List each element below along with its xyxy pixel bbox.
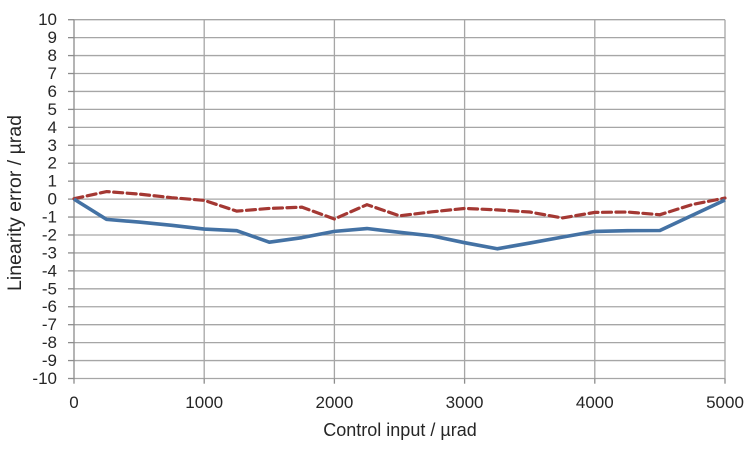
svg-text:5000: 5000	[706, 393, 744, 412]
svg-text:-5: -5	[42, 279, 57, 298]
svg-text:-4: -4	[42, 261, 57, 280]
svg-text:-2: -2	[42, 225, 57, 244]
svg-text:1000: 1000	[185, 393, 223, 412]
svg-text:7: 7	[48, 64, 57, 83]
svg-text:9: 9	[48, 28, 57, 47]
svg-text:0: 0	[48, 190, 57, 209]
svg-text:Control input / µrad: Control input / µrad	[323, 420, 476, 440]
svg-text:4: 4	[48, 118, 57, 137]
svg-text:0: 0	[69, 393, 78, 412]
svg-text:5: 5	[48, 100, 57, 119]
svg-text:-8: -8	[42, 333, 57, 352]
svg-text:Linearity error / µrad: Linearity error / µrad	[4, 115, 26, 291]
svg-text:-1: -1	[42, 208, 57, 227]
svg-text:-6: -6	[42, 297, 57, 316]
svg-text:-3: -3	[42, 243, 57, 262]
svg-text:10: 10	[38, 10, 57, 29]
svg-text:1: 1	[48, 172, 57, 191]
svg-text:-10: -10	[32, 369, 57, 388]
svg-text:3000: 3000	[446, 393, 484, 412]
svg-text:2000: 2000	[315, 393, 353, 412]
svg-text:-7: -7	[42, 315, 57, 334]
svg-text:2: 2	[48, 154, 57, 173]
svg-text:-9: -9	[42, 351, 57, 370]
svg-text:4000: 4000	[576, 393, 614, 412]
svg-text:3: 3	[48, 136, 57, 155]
svg-text:6: 6	[48, 82, 57, 101]
svg-text:8: 8	[48, 46, 57, 65]
